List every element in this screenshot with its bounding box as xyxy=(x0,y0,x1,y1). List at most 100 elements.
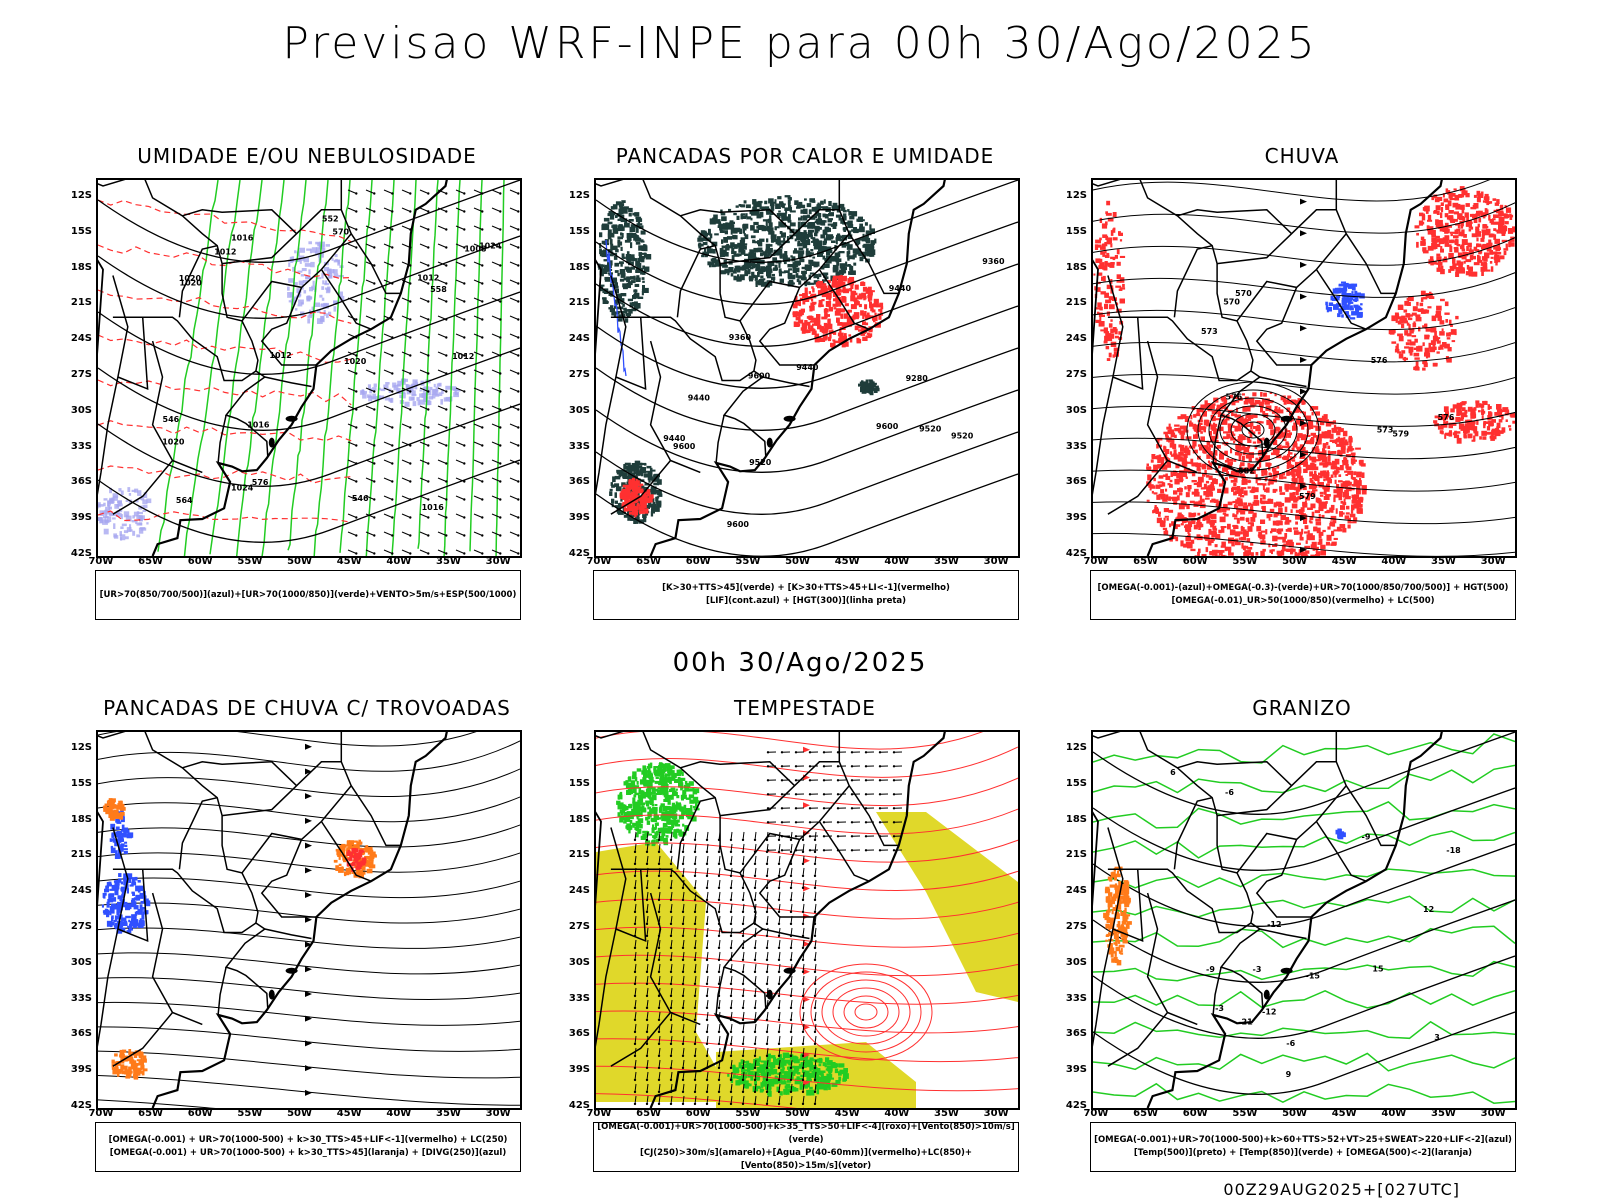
map-trovoadas[interactable] xyxy=(96,730,522,1110)
lat-tick-label: 27S xyxy=(1065,368,1087,380)
lon-tick-label: 35W xyxy=(934,556,959,567)
lat-tick-label: 12S xyxy=(70,189,92,201)
lat-tick-label: 18S xyxy=(1065,813,1087,825)
legend-chuva: [OMEGA(-0.001)-(azul)+OMEGA(-0.3)-(verde… xyxy=(1090,570,1516,620)
lat-tick-label: 30S xyxy=(1065,956,1087,968)
legend-tempestade: [OMEGA(-0.001)+UR>70(1000-500)+k>35_TTS>… xyxy=(593,1122,1019,1172)
lat-tick-label: 36S xyxy=(568,1028,590,1040)
lon-tick-label: 35W xyxy=(436,1108,461,1119)
panel-title: TEMPESTADE xyxy=(734,696,876,720)
contour-label: -3 xyxy=(1253,965,1262,974)
lon-tick-label: 60W xyxy=(685,556,711,567)
contour-label: 1016 xyxy=(231,234,254,243)
contour-label: 552 xyxy=(322,215,339,224)
lat-tick-label: 30S xyxy=(568,404,590,416)
field-layer xyxy=(1093,732,1515,1104)
contour-label: -9 xyxy=(1206,965,1215,974)
lat-tick-label: 24S xyxy=(1065,885,1087,897)
legend-line: [UR>70(850/700/500)](azul)+[UR>70(1000/8… xyxy=(99,589,517,600)
lon-tick-label: 70W xyxy=(586,556,612,567)
contour-label: 546 xyxy=(352,494,369,503)
contour-label: 576 xyxy=(1438,413,1455,422)
lat-tick-label: 30S xyxy=(568,956,590,968)
lon-tick-label: 50W xyxy=(1282,556,1308,567)
map-chuva[interactable]: 582 579 576 576 573 570 579 576 573 570 xyxy=(1091,178,1517,558)
lat-tick-label: 30S xyxy=(1065,404,1087,416)
lon-tick-label: 45W xyxy=(336,1108,362,1119)
lat-tick-label: 24S xyxy=(568,885,590,897)
lon-tick-label: 50W xyxy=(287,1108,313,1119)
panel-title: UMIDADE E/OU NEBULOSIDADE xyxy=(137,144,477,168)
lon-tick-label: 60W xyxy=(1182,556,1208,567)
contour-label: 1024 xyxy=(231,484,254,493)
lon-tick-label: 35W xyxy=(1431,556,1456,567)
lat-tick-label: 36S xyxy=(70,476,92,488)
contour-label: 9280 xyxy=(906,374,929,383)
contour-label: 576 xyxy=(252,478,269,487)
contour-label: -12 xyxy=(1267,920,1281,929)
lat-tick-label: 33S xyxy=(568,440,590,452)
geography-layer xyxy=(596,180,946,556)
overlay-layer: 9600 9600 9600 9520 9520 9440 9440 9360 9280 9440… xyxy=(663,257,1005,529)
lon-tick-label: 35W xyxy=(1431,1108,1456,1119)
contour-label: 558 xyxy=(430,285,447,294)
contour-label: -6 xyxy=(1286,1039,1295,1048)
lon-tick-label: 30W xyxy=(983,1108,1009,1119)
lat-tick-label: 18S xyxy=(70,813,92,825)
lon-tick-label: 65W xyxy=(1133,556,1159,567)
lon-tick-label: 65W xyxy=(138,556,164,567)
lon-tick-label: 45W xyxy=(1331,556,1357,567)
lat-tick-label: 15S xyxy=(70,225,92,237)
map-umidade[interactable]: 1012 1012 1012 1016 1020 1020 1020 1024 1016 1008… xyxy=(96,178,522,558)
contour-label: 576 xyxy=(1226,392,1243,401)
lon-tick-label: 55W xyxy=(1232,556,1258,567)
legend-granizo: [OMEGA(-0.001)+UR>70(1000-500)+k>60+TTS>… xyxy=(1090,1122,1516,1172)
legend-line: [OMEGA(-0.001)-(azul)+OMEGA(-0.3)-(verde… xyxy=(1097,583,1509,593)
overlay-layer: 582 579 576 576 573 570 579 576 573 570 xyxy=(1201,289,1455,501)
contour-label: 9440 xyxy=(663,434,686,443)
lat-tick-label: 21S xyxy=(568,297,590,309)
contour-label: 582 xyxy=(1238,466,1255,475)
map-pancadas_calor[interactable]: 9600 9600 9600 9520 9520 9440 9440 9360 9280 9440… xyxy=(594,178,1020,558)
contour-label: 1008 xyxy=(464,245,487,254)
map-granizo[interactable]: -3 -6 -9 -12 -15 -18 -21 -12 -9 -6 -3 3 6 9 12 15 xyxy=(1091,730,1517,1110)
contour-label: 1020 xyxy=(180,279,203,288)
lat-tick-label: 36S xyxy=(568,476,590,488)
lon-tick-label: 50W xyxy=(1282,1108,1308,1119)
lat-tick-label: 27S xyxy=(568,920,590,932)
contour-label: 570 xyxy=(332,228,349,237)
contour-label: 9600 xyxy=(673,442,696,451)
overlay-layer: 1012101210121016102010201020102410161008… xyxy=(162,189,520,555)
footer-run-info: 00Z29AUG2025+[027UTC] xyxy=(1223,1180,1460,1199)
contour-label: -18 xyxy=(1446,846,1461,855)
lon-tick-label: 40W xyxy=(884,1108,910,1119)
lon-tick-label: 60W xyxy=(1182,1108,1208,1119)
lon-tick-label: 70W xyxy=(1083,556,1109,567)
legend-line: [OMEGA(-0.001)+UR>70(1000-500)+k>35_TTS>… xyxy=(597,1122,1015,1145)
lat-tick-label: 33S xyxy=(70,440,92,452)
contour-label: 9600 xyxy=(727,520,750,529)
lat-tick-label: 42S xyxy=(1065,1100,1087,1111)
contour-label: 579 xyxy=(1392,429,1409,438)
lon-tick-label: 40W xyxy=(386,1108,412,1119)
contour-label: 1012 xyxy=(269,351,291,360)
panel-title: CHUVA xyxy=(1264,144,1340,168)
contour-label: 9440 xyxy=(796,363,819,372)
lat-tick-label: 24S xyxy=(70,885,92,897)
contour-label: 9520 xyxy=(749,458,772,467)
lat-tick-label: 42S xyxy=(568,1100,590,1111)
lat-tick-label: 15S xyxy=(568,225,590,237)
lat-tick-label: 21S xyxy=(1065,849,1087,861)
lon-tick-label: 60W xyxy=(685,1108,711,1119)
contour-label: -3 xyxy=(1215,1004,1224,1013)
lon-tick-label: 55W xyxy=(237,556,263,567)
lon-tick-label: 60W xyxy=(187,1108,213,1119)
lat-tick-label: 42S xyxy=(568,548,590,559)
lat-tick-label: 39S xyxy=(1065,512,1087,524)
lat-tick-label: 21S xyxy=(1065,297,1087,309)
field-layer xyxy=(1093,180,1515,556)
contour-label: -15 xyxy=(1306,972,1321,981)
lon-tick-label: 70W xyxy=(88,1108,114,1119)
lon-tick-label: 55W xyxy=(735,1108,761,1119)
map-tempestade[interactable] xyxy=(594,730,1020,1110)
